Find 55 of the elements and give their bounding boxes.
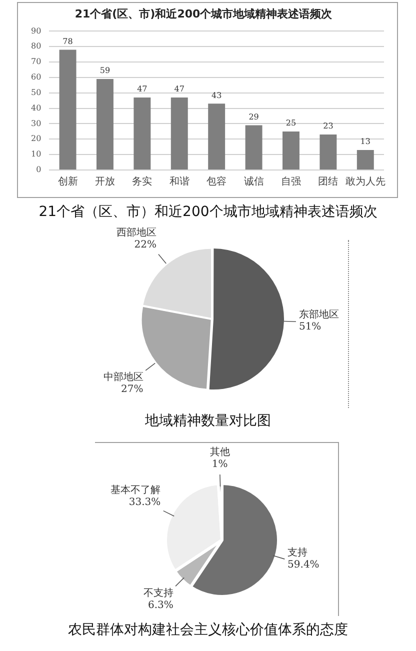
bar (320, 134, 337, 170)
data-label: 13 (360, 137, 370, 146)
bar (208, 104, 226, 170)
data-label: 59 (100, 66, 110, 76)
data-label: 33.3% (128, 497, 161, 508)
x-tick-label: 包容 (206, 176, 227, 188)
x-tick-label: 创新 (58, 176, 78, 188)
y-tick-label: 40 (30, 103, 42, 112)
y-tick-label: 0 (36, 165, 42, 174)
y-tick-label: 80 (30, 42, 42, 51)
y-tick-label: 60 (30, 72, 42, 82)
data-label: 6.3% (148, 600, 174, 611)
bar (170, 98, 188, 170)
data-label: 27% (121, 384, 144, 395)
data-label: 25 (286, 118, 296, 128)
x-tick-label: 自强 (280, 176, 301, 188)
slice-label: 东部地区 (298, 308, 339, 320)
data-label: 43 (211, 90, 222, 100)
y-tick-label: 70 (30, 57, 42, 66)
bar (134, 98, 151, 170)
bar (356, 150, 374, 170)
data-label: 22% (134, 240, 157, 251)
bar (96, 79, 114, 170)
bar (282, 131, 300, 170)
x-tick-label: 敢为人先 (345, 176, 386, 188)
slice-label: 其他 (210, 446, 230, 458)
data-label: 78 (62, 36, 73, 46)
slice-label: 中部地区 (103, 370, 144, 383)
x-tick-label: 务实 (132, 176, 152, 188)
text: 地域精神数量对比图 (144, 413, 272, 430)
data-label: 23 (323, 122, 334, 131)
data-label: 47 (174, 84, 184, 94)
x-tick-label: 诚信 (244, 176, 264, 188)
data-label: 29 (248, 112, 259, 122)
y-tick-label: 30 (30, 118, 42, 128)
y-tick-label: 10 (30, 150, 42, 159)
text: 农民群体对构建社会主义核心价值体系的态度 (67, 622, 349, 639)
slice-label: 不支持 (143, 586, 174, 599)
data-label: 47 (137, 84, 148, 94)
y-tick-label: 90 (30, 26, 42, 36)
bar (245, 125, 262, 170)
y-tick-label: 50 (30, 88, 42, 97)
y-tick-label: 20 (30, 134, 42, 144)
slice-label: 西部地区 (116, 226, 157, 239)
data-label: 59.4% (288, 560, 320, 571)
chart-title: 21个省(区、市)和近200个城市地域精神表述语频次 (74, 7, 334, 20)
slice-label: 支持 (288, 546, 308, 559)
bar (59, 50, 76, 170)
x-tick-label: 团结 (318, 176, 338, 188)
x-tick-label: 开放 (94, 176, 115, 188)
data-label: 51% (298, 321, 322, 332)
slice-label: 基本不了解 (110, 484, 161, 496)
x-tick-label: 和谐 (169, 176, 190, 188)
data-label: 1% (212, 459, 228, 470)
text: 21个省（区、市）和近200个城市地域精神表述语频次 (38, 204, 378, 221)
